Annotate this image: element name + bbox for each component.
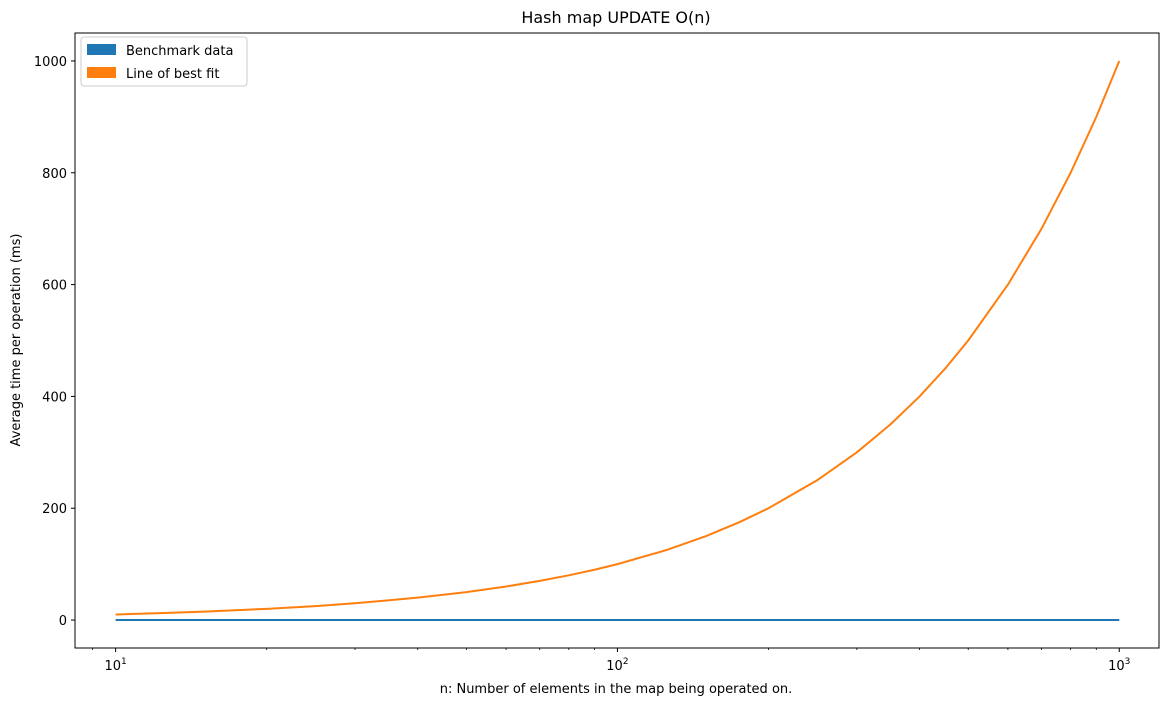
legend-swatch-line-of-best-fit (87, 67, 116, 78)
series-layer (115, 60, 1121, 622)
y-tick-label: 800 (42, 167, 67, 182)
legend-label-line-of-best-fit: Line of best fit (126, 67, 219, 82)
legend-frame (80, 36, 248, 87)
y-tick-label: 400 (42, 390, 67, 405)
legend-label-benchmark-data: Benchmark data (126, 44, 233, 59)
y-tick-label: 600 (42, 279, 67, 294)
y-tick-label: 0 (59, 614, 67, 629)
legend: Benchmark data Line of best fit (80, 36, 248, 87)
series-line-line-of-best-fit (115, 60, 1121, 616)
legend-swatch-benchmark-data (87, 44, 116, 55)
y-tick-label: 1000 (34, 55, 67, 70)
chart-title: Hash map UPDATE O(n) (521, 8, 710, 27)
y-axis-title: Average time per operation (ms) (9, 234, 24, 447)
x-axis-title: n: Number of elements in the map being o… (440, 682, 793, 697)
y-tick-label: 200 (42, 502, 67, 517)
